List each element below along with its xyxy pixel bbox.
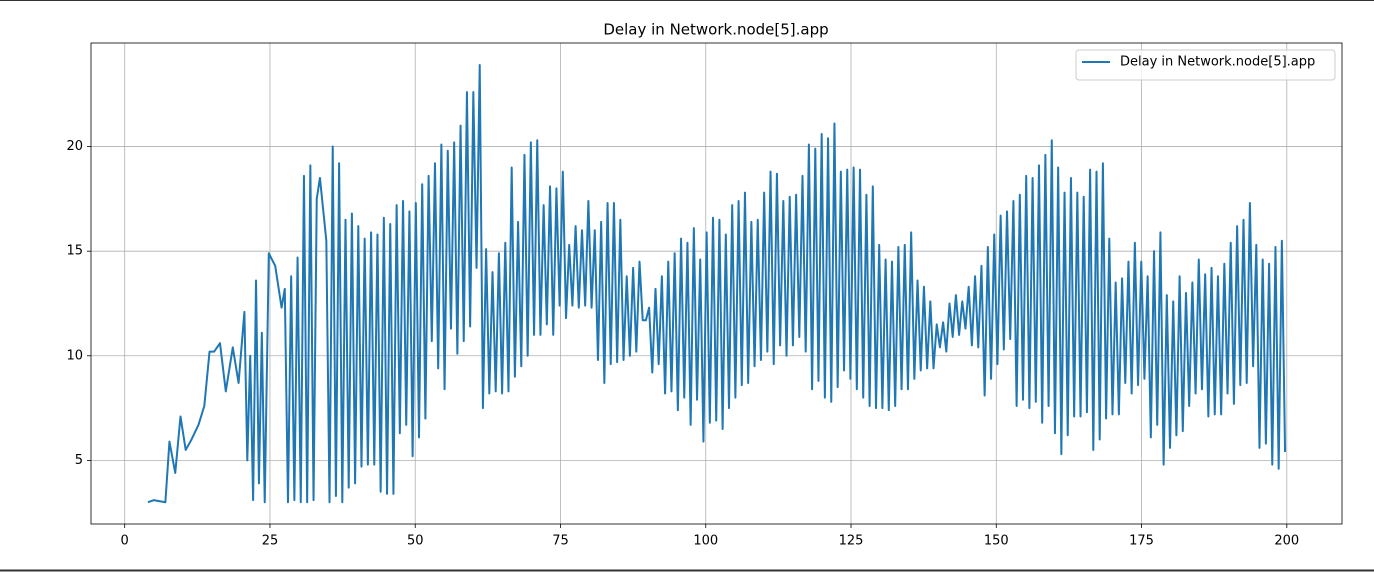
y-tick-label: 5 <box>75 453 83 468</box>
y-tick-label: 10 <box>66 348 83 363</box>
x-tick-label: 50 <box>407 534 424 549</box>
legend-label: Delay in Network.node[5].app <box>1120 55 1315 70</box>
x-tick-label: 25 <box>262 534 279 549</box>
x-tick-label: 100 <box>693 534 718 549</box>
y-tick-label: 20 <box>66 139 83 154</box>
x-tick-label: 150 <box>984 534 1009 549</box>
x-tick-label: 0 <box>121 534 129 549</box>
data-line <box>147 63 1287 504</box>
x-tick-label: 75 <box>552 534 569 549</box>
x-tick-label: 175 <box>1129 534 1154 549</box>
chart-title: Delay in Network.node[5].app <box>603 21 828 39</box>
plot-frame <box>90 42 1343 525</box>
x-tick-label: 200 <box>1274 534 1299 549</box>
x-tick-label: 125 <box>839 534 864 549</box>
legend-box <box>1075 49 1336 81</box>
y-tick-label: 15 <box>66 244 83 259</box>
